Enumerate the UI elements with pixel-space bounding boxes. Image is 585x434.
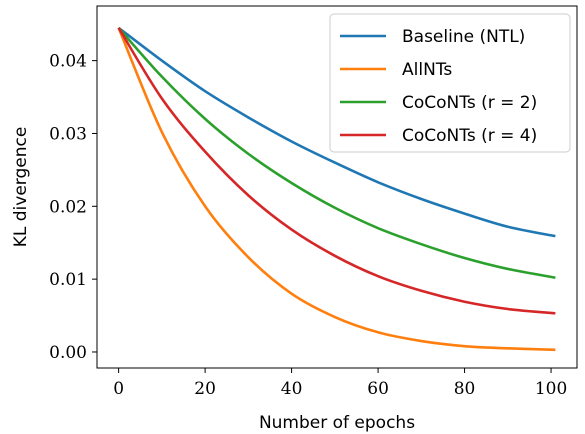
y-axis: 0.00 0.01 0.02 0.03 0.04 [49, 52, 97, 363]
y-tick-label: 0.00 [49, 343, 87, 363]
legend-label: AllNTs [402, 60, 452, 80]
legend-label: CoCoNTs (r = 2) [402, 93, 537, 113]
legend: Baseline (NTL) AllNTs CoCoNTs (r = 2) CoCoN… [329, 13, 571, 153]
plot-series [117, 26, 556, 352]
x-tick-label: 60 [367, 379, 389, 399]
plot-frame [96, 5, 578, 369]
x-tick-label: 100 [535, 379, 567, 399]
legend-box [329, 13, 571, 153]
x-tick-label: 40 [281, 379, 303, 399]
x-axis: 0 20 40 60 80 100 [113, 368, 567, 399]
y-tick-label: 0.01 [49, 270, 87, 290]
series-line-allnts [117, 27, 556, 352]
legend-label: CoCoNTs (r = 4) [402, 126, 537, 146]
x-axis-label: Number of epochs [259, 413, 415, 433]
y-tick-label: 0.03 [49, 124, 87, 144]
series-line-coconts-r-2 [117, 26, 556, 279]
x-tick-label: 20 [194, 379, 216, 399]
legend-label: Baseline (NTL) [402, 27, 525, 47]
y-tick-label: 0.04 [49, 52, 87, 72]
y-axis-label: KL divergence [11, 127, 31, 248]
y-tick-label: 0.02 [49, 197, 87, 217]
series-line-baseline-ntl [117, 26, 556, 238]
x-tick-label: 0 [113, 379, 124, 399]
series-line-coconts-r-4 [117, 27, 556, 315]
x-tick-label: 80 [454, 379, 476, 399]
